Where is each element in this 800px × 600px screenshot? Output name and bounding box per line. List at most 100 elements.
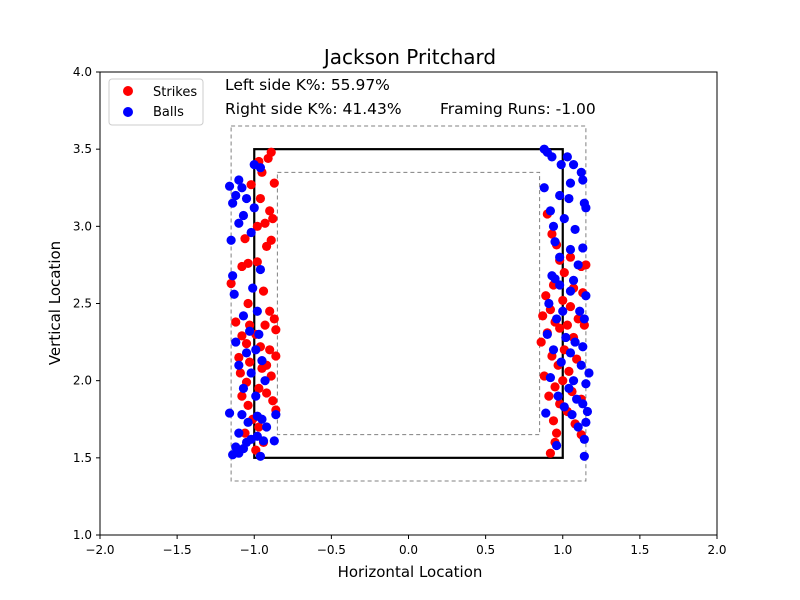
strikes-point xyxy=(565,301,576,312)
balls-point xyxy=(579,314,589,324)
balls-point xyxy=(245,326,255,336)
strikes-point xyxy=(265,206,275,216)
balls-point xyxy=(561,332,571,343)
balls-point xyxy=(576,167,586,177)
balls-point xyxy=(568,275,579,285)
x-tick-label: 1.5 xyxy=(630,543,649,557)
strikes-point xyxy=(544,391,554,401)
balls-point xyxy=(254,329,264,339)
balls-point xyxy=(576,360,586,370)
strikes-point xyxy=(257,363,267,373)
strikes-point xyxy=(558,295,568,306)
strikes-point xyxy=(550,382,560,392)
strikes-point xyxy=(261,388,272,398)
strikes-point xyxy=(263,153,273,164)
x-tick-label: −0.5 xyxy=(317,543,346,557)
strikes-point xyxy=(545,448,556,458)
strikes-point xyxy=(266,235,276,245)
balls-point xyxy=(551,314,562,324)
points-layer xyxy=(224,144,594,461)
balls-point xyxy=(578,175,588,185)
balls-point xyxy=(234,360,244,370)
left-k-annotation: Left side K%: 55.97% xyxy=(225,76,390,94)
y-tick-label: 1.0 xyxy=(73,528,92,542)
y-tick-label: 3.5 xyxy=(73,142,92,156)
strikes-point xyxy=(243,258,253,268)
balls-point xyxy=(581,203,591,213)
balls-point xyxy=(565,178,576,188)
strikes-point xyxy=(269,314,279,324)
chart-title: Jackson Pritchard xyxy=(322,45,496,69)
strikes-point xyxy=(555,323,565,333)
strikes-point xyxy=(564,366,574,377)
balls-point xyxy=(539,183,549,193)
right-k-annotation: Right side K%: 41.43% xyxy=(225,100,402,118)
balls-point xyxy=(550,237,560,247)
balls-point xyxy=(558,306,568,316)
balls-point xyxy=(553,391,563,401)
strikes-point xyxy=(234,352,244,363)
strikes-point xyxy=(268,214,278,224)
strikes-point xyxy=(254,383,264,393)
strikes-point xyxy=(260,218,270,228)
x-tick-label: 2.0 xyxy=(707,543,726,557)
strikes-point xyxy=(538,311,548,321)
balls-point xyxy=(565,286,576,296)
strikes-point xyxy=(255,193,266,204)
strikes-point xyxy=(240,234,250,244)
balls-point xyxy=(228,271,238,281)
strikes-point xyxy=(548,416,559,426)
balls-point xyxy=(548,221,559,231)
strikes-point xyxy=(265,345,275,355)
balls-point xyxy=(234,428,244,438)
balls-point xyxy=(575,306,585,316)
balls-point xyxy=(555,280,565,290)
balls-point xyxy=(573,260,583,270)
strikes-point xyxy=(536,337,546,347)
legend: Strikes Balls xyxy=(108,78,204,126)
balls-point xyxy=(544,298,554,309)
strikes-point xyxy=(551,428,562,438)
strikes-point xyxy=(265,306,275,316)
y-axis-label: Vertical Location xyxy=(46,241,64,365)
balls-point xyxy=(565,244,576,255)
x-tick-label: 0.5 xyxy=(476,543,495,557)
y-tick-label: 2.5 xyxy=(73,297,92,311)
balls-point xyxy=(578,243,588,253)
strikes-point xyxy=(246,180,256,190)
y-tick-label: 3.0 xyxy=(73,219,92,233)
balls-point xyxy=(582,406,593,417)
strikes-point xyxy=(268,396,278,406)
balls-point xyxy=(548,345,559,355)
balls-point xyxy=(545,372,556,383)
balls-point xyxy=(231,190,241,201)
legend-balls-marker xyxy=(123,107,133,117)
balls-point xyxy=(243,417,253,427)
balls-point xyxy=(257,414,267,424)
strikes-point xyxy=(260,320,270,330)
balls-point xyxy=(255,451,266,461)
balls-point xyxy=(559,214,569,224)
balls-point xyxy=(551,440,562,451)
balls-point xyxy=(231,337,241,347)
balls-point xyxy=(556,160,566,170)
balls-point xyxy=(584,368,594,378)
strikes-point xyxy=(565,252,576,262)
balls-point xyxy=(555,252,565,262)
balls-point xyxy=(251,391,261,401)
strikes-point xyxy=(254,422,264,432)
x-axis-label: Horizontal Location xyxy=(338,563,483,581)
strikes-point xyxy=(271,351,281,361)
balls-point xyxy=(238,210,249,221)
x-tick-label: −2.0 xyxy=(85,543,114,557)
strikes-point xyxy=(252,221,262,231)
balls-point xyxy=(579,451,589,461)
balls-point xyxy=(229,289,239,299)
strikes-point xyxy=(226,278,236,289)
y-axis: 1.0 1.5 2.0 2.5 3.0 3.5 4.0 xyxy=(73,65,100,542)
strikes-point xyxy=(558,376,568,386)
strikes-point xyxy=(237,391,247,401)
balls-point xyxy=(570,337,580,347)
balls-point xyxy=(269,436,279,446)
x-tick-label: −1.5 xyxy=(163,543,192,557)
